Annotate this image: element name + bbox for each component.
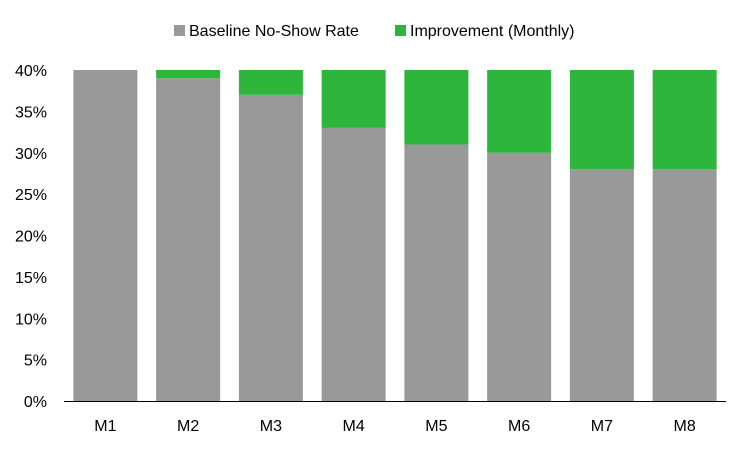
y-tick-label: 20% <box>15 229 47 246</box>
legend-swatch <box>395 25 406 36</box>
bar-m2-series-1 <box>156 78 221 401</box>
y-tick-label: 35% <box>15 104 47 121</box>
legend-label: Improvement (Monthly) <box>410 23 575 40</box>
bar-m7-series-1 <box>569 169 634 401</box>
x-tick-label: M7 <box>591 418 613 435</box>
x-tick-label: M5 <box>425 418 447 435</box>
bar-m8-series-1 <box>652 169 717 401</box>
legend-label: Baseline No-Show Rate <box>189 23 359 40</box>
y-tick-label: 40% <box>15 63 47 80</box>
x-tick-label: M8 <box>674 418 696 435</box>
bar-m6-series-1 <box>487 152 552 401</box>
x-tick-label: M6 <box>508 418 530 435</box>
bar-m3-series-2 <box>238 70 303 95</box>
y-tick-label: 10% <box>15 311 47 328</box>
bar-m5-series-2 <box>404 70 469 145</box>
bar-m7-series-2 <box>569 70 634 170</box>
bar-m4-series-1 <box>321 127 386 402</box>
y-tick-label: 30% <box>15 146 47 163</box>
bar-m3-series-1 <box>238 94 303 401</box>
x-tick-label: M2 <box>177 418 199 435</box>
y-axis: 0% 5% 10% 15% 20% 25% 30% 35% 40% <box>15 63 47 411</box>
y-tick-label: 25% <box>15 187 47 204</box>
legend: Baseline No-Show Rate Improvement (Monthl… <box>174 23 575 40</box>
y-tick-label: 0% <box>24 394 47 411</box>
bar-m8-series-2 <box>652 70 717 170</box>
bar-m1-series-1 <box>73 70 138 401</box>
bar-m2-series-2 <box>156 70 221 79</box>
y-tick-label: 15% <box>15 270 47 287</box>
x-tick-label: M1 <box>94 418 116 435</box>
bar-m5-series-1 <box>404 144 469 401</box>
legend-swatch <box>174 25 185 36</box>
bars <box>73 70 717 402</box>
y-tick-label: 5% <box>24 353 47 370</box>
bar-m6-series-2 <box>487 70 552 153</box>
x-axis: M1 M2 M3 M4 M5 M6 M7 M8 <box>64 401 726 435</box>
bar-m4-series-2 <box>321 70 386 128</box>
x-tick-label: M3 <box>260 418 282 435</box>
x-tick-label: M4 <box>343 418 365 435</box>
